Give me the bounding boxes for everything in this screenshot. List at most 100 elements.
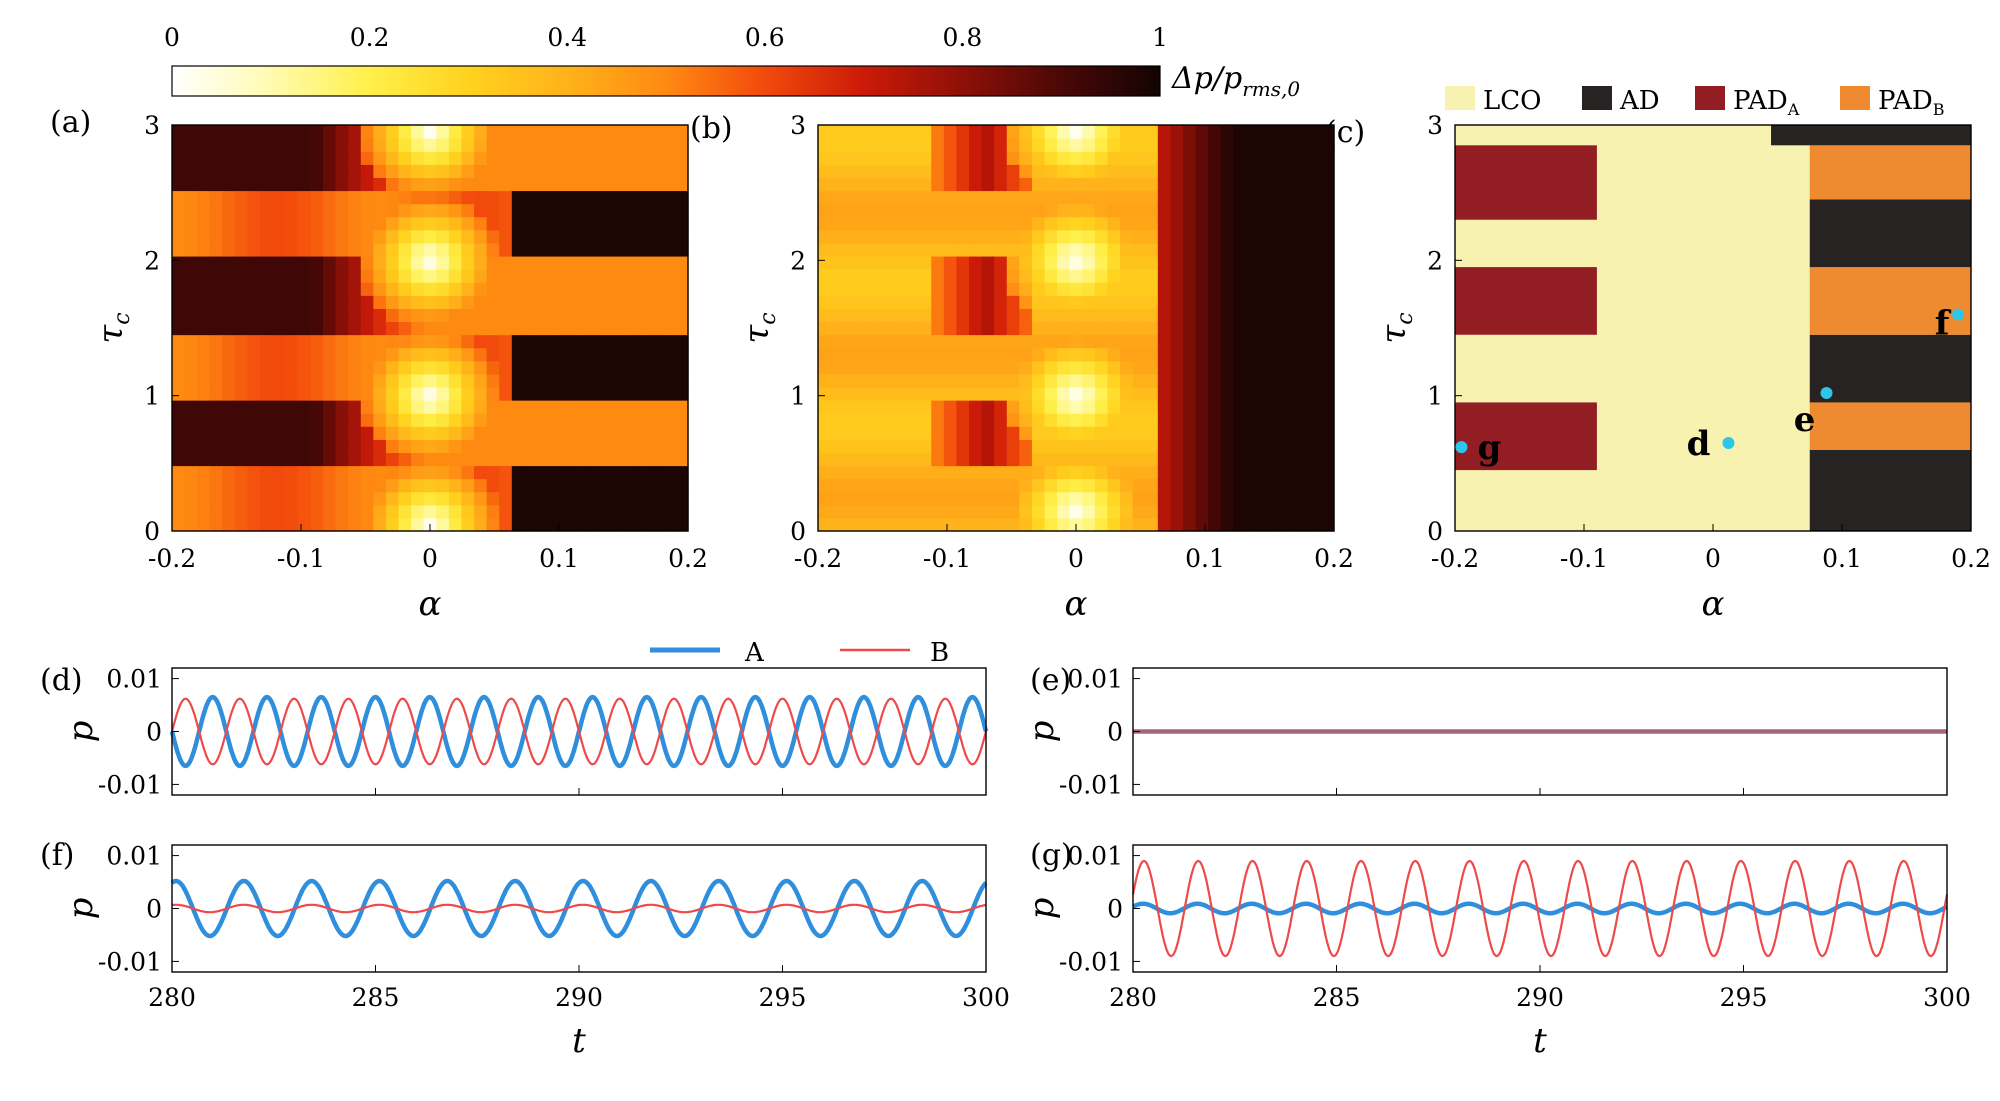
heatmap-cell: [1271, 504, 1285, 519]
heatmap-cell: [1094, 452, 1109, 467]
heatmap-cell: [1308, 465, 1323, 480]
heatmap-cell: [398, 413, 412, 427]
heatmap-cell: [310, 413, 324, 427]
heatmap-cell: [423, 413, 437, 427]
heatmap-cell: [285, 465, 299, 480]
heatmap-cell: [1308, 269, 1323, 283]
heatmap-cell: [524, 125, 538, 139]
heatmap-cell: [172, 360, 186, 375]
heatmap-cell: [360, 295, 374, 309]
heatmap-cell: [373, 151, 387, 165]
heatmap-cell: [247, 452, 261, 467]
heatmap-cell: [423, 190, 437, 205]
heatmap-cell: [285, 452, 299, 467]
heatmap-cell: [956, 465, 970, 480]
heatmap-cell: [1170, 308, 1184, 323]
heatmap-cell: [209, 151, 223, 165]
heatmap-cell: [956, 439, 970, 454]
heatmap-cell: [247, 334, 261, 349]
heatmap-cell: [234, 517, 249, 532]
heatmap-cell: [461, 347, 475, 362]
heatmap-cell: [943, 321, 958, 336]
heatmap-cell: [625, 413, 639, 427]
heatmap-cell: [662, 400, 677, 414]
heatmap-cell: [918, 269, 932, 283]
heatmap-cell: [373, 439, 387, 454]
heatmap-cell: [994, 439, 1008, 454]
heatmap-cell: [436, 321, 450, 336]
heatmap-cell: [1271, 190, 1285, 205]
heatmap-cell: [587, 439, 601, 454]
heatmap-cell: [360, 452, 374, 467]
heatmap-cell: [1107, 203, 1121, 218]
heatmap-cell: [385, 321, 400, 336]
heatmap-cell: [1245, 465, 1260, 480]
heatmap-cell: [868, 491, 882, 506]
heatmap-cell: [310, 255, 324, 270]
heatmap-cell: [423, 216, 437, 231]
heatmap-cell: [918, 229, 932, 244]
heatmap-cell: [1245, 386, 1260, 401]
heatmap-cell: [1170, 347, 1184, 362]
heatmap-cell: [587, 334, 601, 349]
heatmap-cell: [373, 190, 387, 205]
heatmap-cell: [184, 386, 198, 401]
heatmap-cell: [893, 282, 907, 296]
heatmap-cell: [549, 452, 563, 467]
heatmap-cell: [969, 216, 983, 231]
heatmap-cell: [247, 400, 261, 414]
heatmap-cell: [1308, 400, 1323, 414]
heatmap-cell: [818, 190, 832, 205]
heatmap-cell: [675, 242, 689, 257]
heatmap-cell: [360, 269, 374, 283]
heatmap-cell: [650, 229, 664, 244]
heatmap-cell: [855, 504, 869, 519]
heatmap-cell: [272, 452, 286, 467]
heatmap-cell: [969, 478, 983, 493]
heatmap-cell: [994, 269, 1008, 283]
heatmap-cell: [612, 439, 626, 454]
heatmap-cell: [448, 216, 463, 231]
heatmap-cell: [1220, 517, 1234, 532]
heatmap-cell: [209, 177, 223, 192]
heatmap-cell: [1031, 360, 1046, 375]
heatmap-cell: [1120, 426, 1134, 440]
heatmap-cell: [625, 125, 639, 139]
heatmap-cell: [1195, 465, 1209, 480]
heatmap-cell: [499, 491, 513, 506]
heatmap-cell: [893, 216, 907, 231]
heatmap-cell: [1195, 203, 1209, 218]
heatmap-cell: [272, 491, 286, 506]
heatmap-cell: [868, 151, 882, 165]
heatmap-cell: [1057, 452, 1071, 467]
heatmap-cell: [486, 177, 500, 192]
heatmap-cell: [1082, 151, 1096, 165]
heatmap-cell: [335, 216, 349, 231]
heatmap-cell: [436, 400, 450, 414]
heatmap-cell: [1006, 347, 1020, 362]
heatmap-cell: [943, 478, 958, 493]
heatmap-cell: [197, 373, 211, 388]
heatmap-cell: [1145, 295, 1159, 309]
heatmap-cell: [599, 373, 614, 388]
heatmap-cell: [511, 517, 525, 532]
heatmap-cell: [906, 295, 920, 309]
heatmap-cell: [184, 413, 198, 427]
heatmap-cell: [1233, 517, 1247, 532]
heatmap-cell: [1170, 426, 1184, 440]
heatmap-cell: [1132, 373, 1146, 388]
heatmap-cell: [843, 125, 857, 139]
heatmap-cell: [209, 373, 223, 388]
heatmap-cell: [880, 465, 895, 480]
heatmap-cell: [1132, 216, 1146, 231]
regime-region: [1455, 267, 1597, 335]
heatmap-cell: [209, 439, 223, 454]
heatmap-cell: [499, 386, 513, 401]
heatmap-cell: [448, 282, 463, 296]
heatmap-cell: [1296, 413, 1310, 427]
heatmap-cell: [1120, 242, 1134, 257]
heatmap-cell: [981, 373, 995, 388]
heatmap-cell: [562, 321, 576, 336]
heatmap-cell: [524, 426, 538, 440]
